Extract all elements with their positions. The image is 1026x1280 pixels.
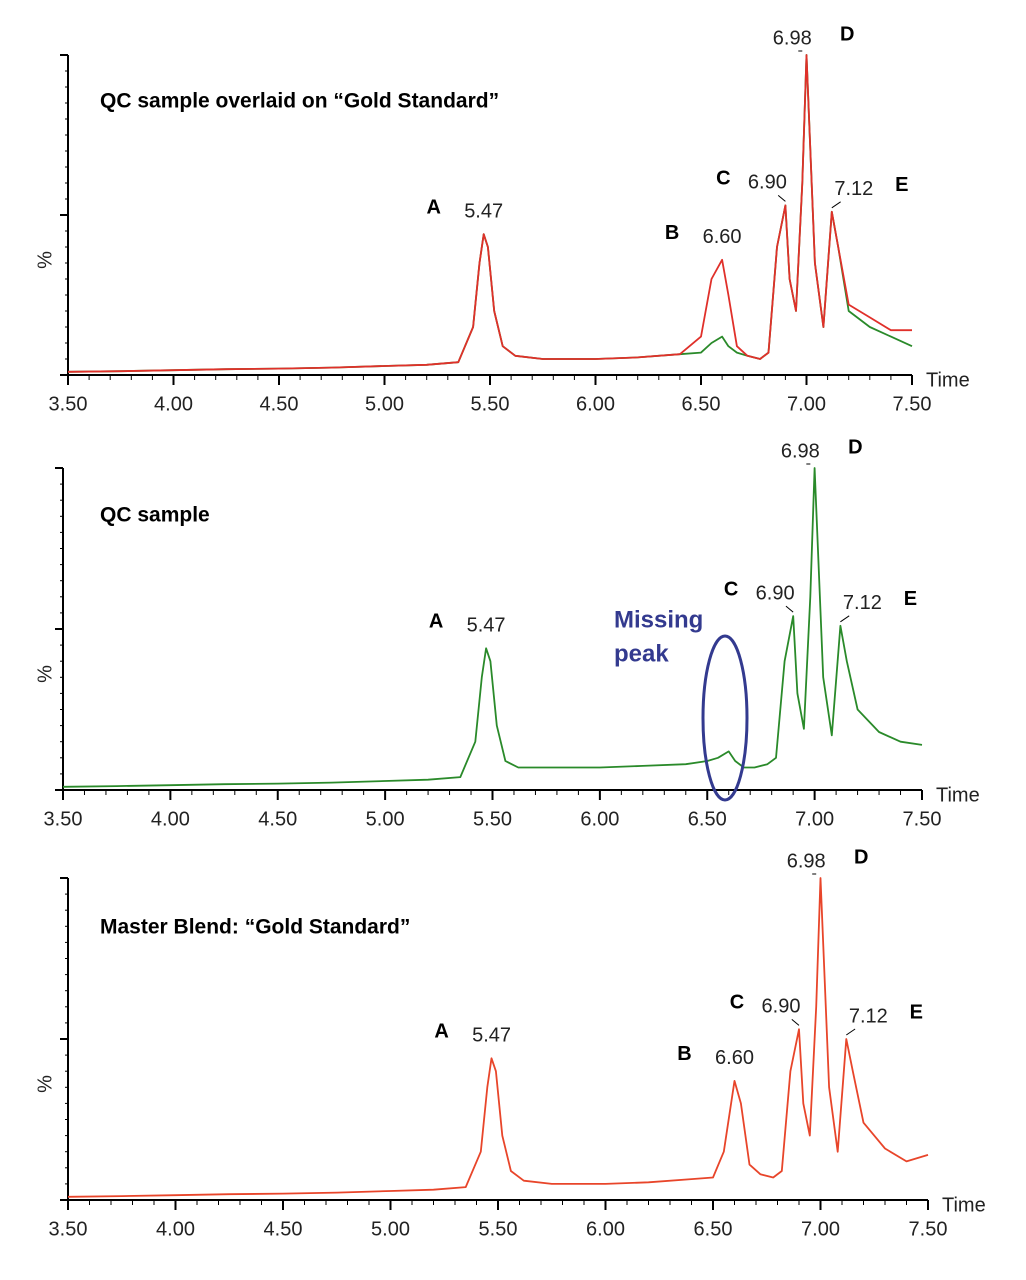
peak-letter: D — [848, 436, 862, 458]
peak-time-label: 7.12 — [834, 178, 873, 200]
x-tick-label: 3.50 — [49, 393, 88, 415]
peak-leader — [831, 201, 841, 209]
x-axis-label: Time — [926, 369, 970, 391]
peak-letter: A — [429, 611, 443, 633]
x-tick-label: 4.50 — [264, 1218, 303, 1240]
peak-letter: D — [840, 23, 854, 45]
peak-time-label: 7.12 — [849, 1005, 888, 1027]
peak-time-label: 6.90 — [748, 172, 787, 194]
x-tick-label: 4.00 — [151, 808, 190, 830]
chart-title: QC sample — [100, 504, 210, 527]
chromatogram-line — [62, 467, 923, 788]
x-tick-label: 6.50 — [682, 393, 721, 415]
peak-letter: B — [677, 1043, 691, 1065]
y-axis-label: % — [34, 1075, 56, 1093]
peak-letter: D — [854, 846, 868, 868]
chromatogram-line — [67, 54, 912, 373]
chart-panel: % 3.50 4.00 4.50 5.00 5.50 6.00 6.50 7.00 7.50Tim… — [34, 23, 969, 415]
x-tick-label: 7.00 — [801, 1218, 840, 1240]
peak-time-label: 6.60 — [703, 226, 742, 248]
peak-time-label: 5.47 — [472, 1025, 511, 1047]
annotation-ellipse — [701, 634, 749, 802]
x-tick-label: 6.00 — [586, 1218, 625, 1240]
chart-panel: % 3.50 4.00 4.50 5.00 5.50 6.00 6.50 7.00 7.50Tim… — [34, 846, 985, 1240]
x-tick-label: 4.00 — [156, 1218, 195, 1240]
x-tick-label: 7.50 — [909, 1218, 948, 1240]
x-tick-label: 7.50 — [893, 393, 932, 415]
peak-leader — [777, 195, 786, 202]
peak-leader — [791, 1018, 800, 1026]
annotation-text: Missing — [614, 606, 703, 633]
peak-time-label: 6.90 — [762, 996, 801, 1018]
x-tick-label: 5.00 — [366, 808, 405, 830]
y-axis-label: % — [34, 665, 56, 683]
x-tick-label: 5.00 — [365, 393, 404, 415]
peak-time-label: 5.47 — [467, 615, 506, 637]
peak-time-label: 6.98 — [781, 440, 820, 462]
x-tick-label: 6.00 — [580, 808, 619, 830]
peak-letter: A — [434, 1021, 448, 1043]
x-tick-label: 7.00 — [787, 393, 826, 415]
peak-letter: E — [910, 1001, 923, 1023]
x-tick-label: 4.00 — [154, 393, 193, 415]
peak-time-label: 6.60 — [715, 1047, 754, 1069]
x-tick-label: 6.50 — [688, 808, 727, 830]
peak-time-label: 5.47 — [464, 200, 503, 222]
peak-leader — [840, 615, 850, 623]
chart-title: Master Blend: “Gold Standard” — [100, 916, 410, 939]
peak-leader — [785, 605, 794, 613]
peak-letter: A — [426, 196, 440, 218]
x-axis-label: Time — [936, 784, 980, 806]
peak-time-label: 6.98 — [773, 27, 812, 49]
x-axis-label: Time — [942, 1194, 986, 1216]
chart-title: QC sample overlaid on “Gold Standard” — [100, 90, 499, 113]
x-tick-label: 3.50 — [49, 1218, 88, 1240]
peak-letter: C — [716, 168, 730, 190]
x-tick-label: 7.00 — [795, 808, 834, 830]
chromatogram-line — [67, 877, 929, 1198]
peak-letter: C — [730, 992, 744, 1014]
peak-time-label: 6.90 — [756, 582, 795, 604]
x-tick-label: 5.50 — [471, 393, 510, 415]
x-tick-label: 4.50 — [260, 393, 299, 415]
peak-time-label: 7.12 — [843, 592, 882, 614]
x-tick-label: 4.50 — [258, 808, 297, 830]
chart-panel: % 3.50 4.00 4.50 5.00 5.50 6.00 6.50 7.00 7.50Tim… — [34, 436, 979, 830]
x-tick-label: 5.00 — [371, 1218, 410, 1240]
x-tick-label: 7.50 — [903, 808, 942, 830]
x-tick-label: 3.50 — [44, 808, 83, 830]
peak-letter: C — [724, 578, 738, 600]
peak-time-label: 6.98 — [787, 850, 826, 872]
peak-letter: E — [895, 174, 908, 196]
annotation-text: peak — [614, 640, 669, 667]
peak-letter: B — [665, 222, 679, 244]
x-tick-label: 5.50 — [479, 1218, 518, 1240]
peak-letter: E — [904, 588, 917, 610]
peak-leader — [846, 1028, 856, 1036]
x-tick-label: 6.00 — [576, 393, 615, 415]
x-tick-label: 6.50 — [694, 1218, 733, 1240]
x-tick-label: 5.50 — [473, 808, 512, 830]
y-axis-label: % — [34, 251, 56, 269]
